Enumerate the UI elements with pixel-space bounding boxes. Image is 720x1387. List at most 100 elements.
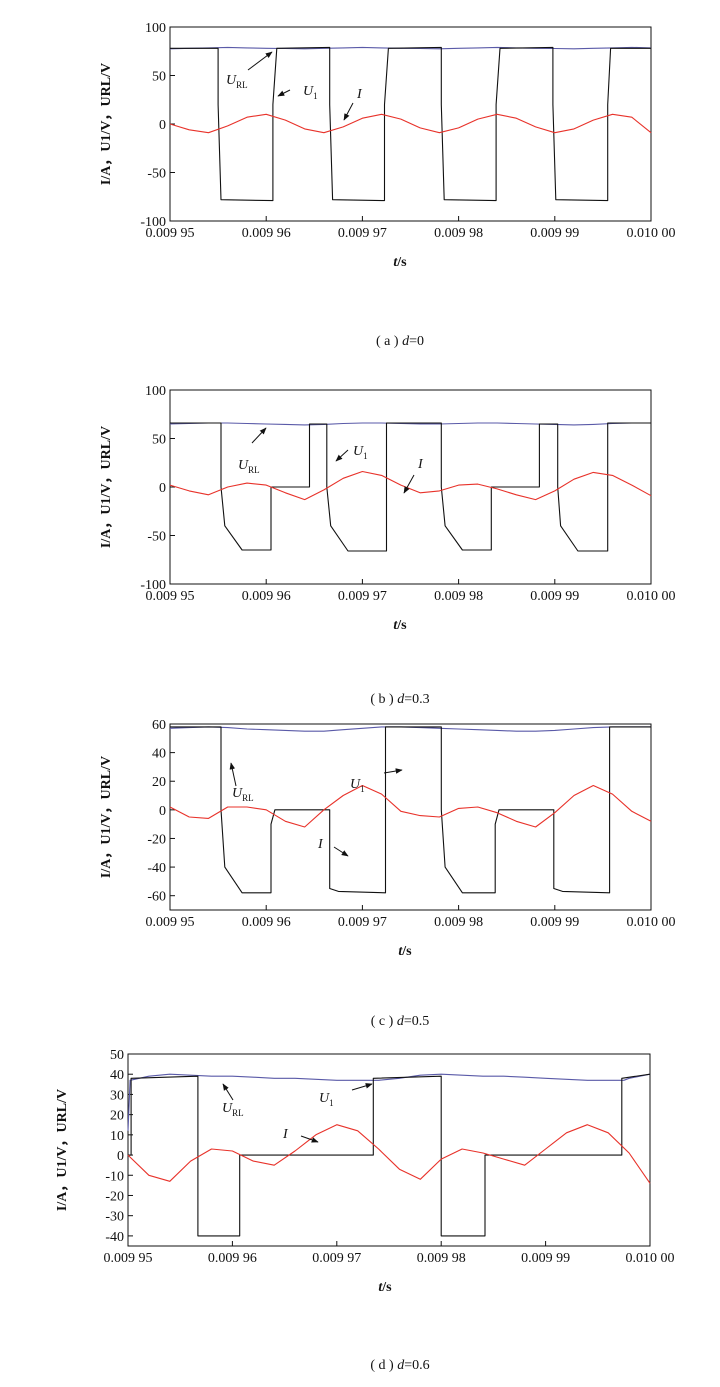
panel-caption: ( b ) d=0.3 bbox=[370, 692, 429, 707]
annotation-label: I bbox=[356, 87, 363, 102]
x-axis-unit: /s bbox=[401, 944, 412, 959]
x-axis-unit: /s bbox=[381, 1280, 392, 1295]
y-tick-label: 0 bbox=[159, 804, 166, 819]
x-tick-label: 0.009 95 bbox=[146, 226, 195, 241]
annotation-arrow bbox=[383, 768, 403, 774]
caption-var: d bbox=[397, 1358, 405, 1373]
annotation-var: I bbox=[417, 457, 424, 472]
x-tick-label: 0.009 99 bbox=[530, 589, 579, 604]
annotation-var: U bbox=[303, 84, 314, 99]
plot-frame bbox=[169, 389, 652, 585]
annotation-var: I bbox=[317, 837, 324, 852]
annotation-label: URL bbox=[222, 1101, 244, 1118]
series-line-i bbox=[127, 1124, 651, 1184]
annotation-arrow bbox=[222, 1083, 234, 1101]
annotation-sub: RL bbox=[232, 1108, 244, 1118]
y-tick-label: -20 bbox=[147, 832, 166, 847]
caption-prefix: ( c ) bbox=[371, 1014, 397, 1029]
y-tick-label: 0 bbox=[117, 1149, 124, 1164]
y-tick-label: -50 bbox=[147, 530, 166, 545]
series-line-u-1 bbox=[170, 422, 651, 552]
annotation-arrow bbox=[333, 846, 349, 857]
series-line-u-1 bbox=[170, 726, 651, 894]
series-line-u-rl bbox=[169, 422, 651, 426]
caption-var: d bbox=[397, 1014, 405, 1029]
y-axis-label: I/A，U1/V，URL/V bbox=[99, 756, 114, 878]
annotation-var: U bbox=[350, 777, 361, 792]
annotation-arrow bbox=[247, 51, 273, 71]
x-tick-label: 0.009 97 bbox=[338, 915, 387, 930]
panel-caption: ( c ) d=0.5 bbox=[371, 1014, 429, 1029]
annotation-arrow bbox=[335, 449, 349, 462]
y-tick-label: 40 bbox=[152, 747, 166, 762]
plot-frame bbox=[169, 723, 652, 911]
x-tick-label: 0.010 00 bbox=[627, 915, 676, 930]
series-line-i bbox=[169, 113, 652, 134]
y-tick-label: 100 bbox=[145, 21, 166, 36]
plot-frame bbox=[127, 1053, 651, 1247]
caption-prefix: ( b ) bbox=[370, 692, 397, 707]
annotation-arrow bbox=[251, 427, 267, 444]
y-tick-label: -40 bbox=[147, 861, 166, 876]
y-tick-label: 50 bbox=[152, 433, 166, 448]
annotation-label: U1 bbox=[353, 444, 368, 461]
x-axis-unit: /s bbox=[396, 618, 407, 633]
y-tick-label: -100 bbox=[140, 215, 166, 230]
y-tick-label: 60 bbox=[152, 718, 166, 733]
y-tick-label: 0 bbox=[159, 481, 166, 496]
x-tick-label: 0.009 95 bbox=[104, 1251, 153, 1266]
series-line-i bbox=[169, 470, 652, 501]
annotation-label: URL bbox=[226, 73, 248, 90]
y-tick-label: 10 bbox=[110, 1129, 124, 1144]
y-tick-label: 30 bbox=[110, 1088, 124, 1103]
x-tick-label: 0.010 00 bbox=[627, 589, 676, 604]
caption-value: =0.3 bbox=[404, 692, 429, 707]
chart-panel-d: 0.009 95 0.009 96 0.009 97 0.009 98 0.009 99… bbox=[55, 1048, 675, 1373]
annotation-var: U bbox=[222, 1101, 233, 1116]
y-tick-label: -40 bbox=[105, 1230, 124, 1245]
series-line-u-rl bbox=[169, 726, 651, 732]
y-tick-label: -100 bbox=[140, 578, 166, 593]
x-axis-var: t bbox=[393, 255, 398, 270]
x-tick-label: 0.009 96 bbox=[242, 589, 291, 604]
y-tick-label: 50 bbox=[110, 1048, 124, 1063]
x-axis-unit: /s bbox=[396, 255, 407, 270]
annotation-var: I bbox=[282, 1127, 289, 1142]
caption-value: =0.6 bbox=[404, 1358, 429, 1373]
x-axis-label: t/s bbox=[378, 1280, 392, 1295]
y-tick-label: 20 bbox=[110, 1109, 124, 1124]
annotation-label: I bbox=[282, 1127, 289, 1142]
annotation-var: I bbox=[356, 87, 363, 102]
caption-prefix: ( a ) bbox=[376, 334, 402, 349]
x-axis-label: t/s bbox=[393, 255, 407, 270]
annotation-sub: RL bbox=[248, 465, 260, 475]
x-tick-label: 0.009 97 bbox=[312, 1251, 361, 1266]
annotation-var: U bbox=[226, 73, 237, 88]
x-tick-label: 0.009 95 bbox=[146, 589, 195, 604]
y-tick-label: 0 bbox=[159, 118, 166, 133]
x-tick-label: 0.009 97 bbox=[338, 589, 387, 604]
x-tick-label: 0.009 98 bbox=[434, 915, 483, 930]
x-tick-label: 0.010 00 bbox=[626, 1251, 675, 1266]
x-axis-var: t bbox=[378, 1280, 383, 1295]
y-tick-label: 20 bbox=[152, 775, 166, 790]
x-tick-label: 0.009 96 bbox=[208, 1251, 257, 1266]
y-axis-label: I/A，U1/V，URL/V bbox=[55, 1089, 70, 1211]
panel-caption: ( d ) d=0.6 bbox=[370, 1358, 429, 1373]
x-tick-label: 0.009 99 bbox=[530, 226, 579, 241]
series-line-u-1 bbox=[170, 46, 651, 202]
chart-panel-b: 0.009 95 0.009 96 0.009 97 0.009 98 0.009 99… bbox=[99, 384, 676, 707]
chart-panel-c: 0.009 95 0.009 96 0.009 97 0.009 98 0.009 99… bbox=[99, 718, 676, 1029]
x-axis-label: t/s bbox=[393, 618, 407, 633]
y-tick-label: -10 bbox=[105, 1169, 124, 1184]
caption-prefix: ( d ) bbox=[370, 1358, 397, 1373]
annotation-var: U bbox=[232, 786, 243, 801]
y-tick-label: -50 bbox=[147, 167, 166, 182]
y-axis-label: I/A，U1/V，URL/V bbox=[99, 426, 114, 548]
chart-panel-a: 0.009 95 0.009 96 0.009 97 0.009 98 0.009 99… bbox=[99, 21, 676, 349]
panel-caption: ( a ) d=0 bbox=[376, 334, 424, 349]
x-axis-var: t bbox=[398, 944, 403, 959]
series-line-u-rl bbox=[127, 1073, 651, 1131]
